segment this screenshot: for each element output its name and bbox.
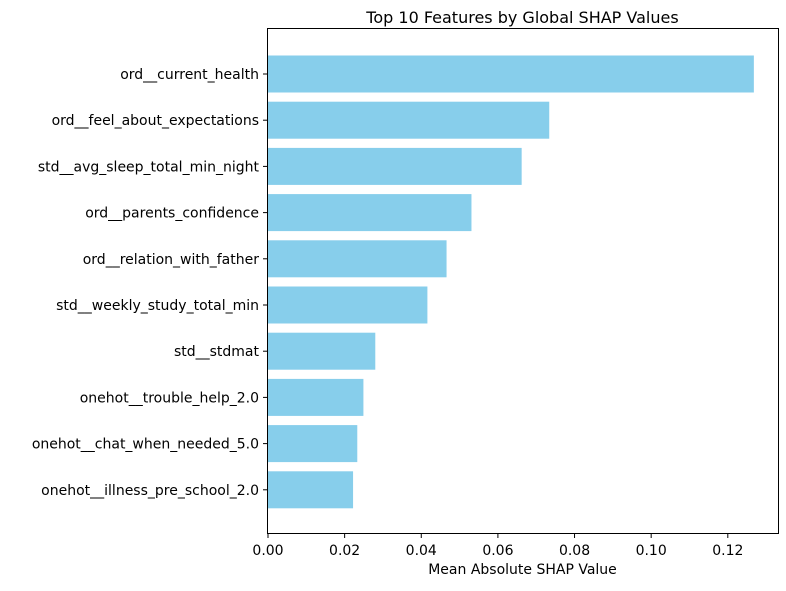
x-tick-label: 0.08 bbox=[559, 543, 590, 559]
y-tick-label: std__avg_sleep_total_min_night bbox=[38, 159, 260, 175]
y-tick-label: onehot__illness_pre_school_2.0 bbox=[41, 483, 259, 499]
y-tick-label: ord__feel_about_expectations bbox=[52, 113, 259, 129]
plot-frame bbox=[267, 28, 779, 534]
bar bbox=[268, 378, 364, 416]
x-tick-label: 0.06 bbox=[482, 543, 513, 559]
bar bbox=[268, 147, 522, 185]
bars-layer bbox=[268, 55, 754, 509]
bar bbox=[268, 332, 376, 370]
bar bbox=[268, 194, 472, 232]
bar bbox=[268, 286, 428, 324]
y-tick-label: std__stdmat bbox=[174, 344, 260, 360]
y-tick-label: onehot__trouble_help_2.0 bbox=[80, 390, 259, 406]
x-axis-label: Mean Absolute SHAP Value bbox=[428, 562, 617, 578]
x-tick-label: 0.00 bbox=[252, 543, 283, 559]
y-tick-label: ord__relation_with_father bbox=[83, 252, 259, 268]
x-ticks: 0.00 0.02 0.04 0.06 0.08 0.10 0.12 bbox=[252, 533, 743, 559]
bar bbox=[268, 425, 358, 463]
chart-title: Top 10 Features by Global SHAP Values bbox=[365, 8, 678, 27]
x-tick-label: 0.12 bbox=[712, 543, 743, 559]
bar bbox=[268, 101, 550, 139]
y-tick-label: ord__parents_confidence bbox=[85, 206, 259, 222]
x-tick-label: 0.04 bbox=[406, 543, 437, 559]
bar bbox=[268, 471, 354, 509]
y-tick-label: ord__current_health bbox=[120, 67, 259, 83]
x-tick-label: 0.10 bbox=[636, 543, 667, 559]
x-tick-label: 0.02 bbox=[329, 543, 360, 559]
y-tick-label: std__weekly_study_total_min bbox=[56, 298, 259, 314]
bar bbox=[268, 55, 754, 93]
y-tick-label: onehot__chat_when_needed_5.0 bbox=[32, 437, 259, 453]
bar bbox=[268, 240, 447, 278]
y-tick-labels: ord__current_health ord__feel_about_expec… bbox=[32, 67, 268, 499]
